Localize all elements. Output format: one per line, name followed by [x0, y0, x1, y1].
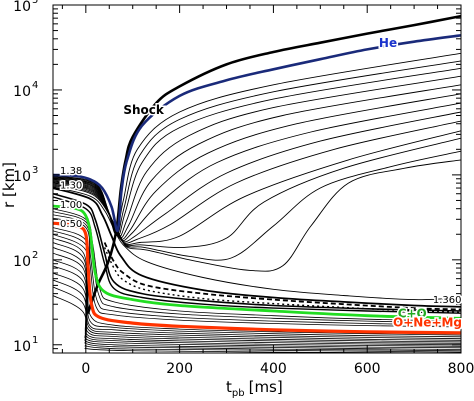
y-tick-exponent-0: 1: [32, 335, 38, 346]
series-line-expanding-3: [53, 60, 461, 236]
series-line-He-1: [53, 34, 461, 233]
annotation-halo-c-o: C+O: [398, 306, 427, 320]
annotation-halo-o-ne-mg: O+Ne+Mg: [393, 315, 462, 329]
y-tick-exponent-2: 3: [32, 165, 38, 176]
series-line-settling-23: [53, 217, 461, 328]
y-tick-label-1: 10: [13, 254, 31, 270]
mass-label-0: 1.38: [60, 166, 82, 177]
annotation-halo-shock: Shock: [123, 103, 165, 117]
y-axis-title: r [km]: [0, 162, 18, 208]
x-axis-title: tpb [ms]: [226, 378, 283, 399]
series-line-O+Ne+Mg-24: [53, 221, 461, 335]
y-tick-label-2: 10: [13, 169, 31, 185]
mass-label-3: 0.50: [60, 219, 82, 230]
series-line-shock-0: [86, 14, 461, 314]
series-line-settling-18: [53, 196, 461, 314]
curves-group: [53, 14, 461, 353]
series-line-settling-35: [53, 279, 461, 352]
series-line-settling-36: [53, 286, 461, 353]
x-axis-title-main: t: [226, 378, 232, 396]
x-tick-label-2: 400: [260, 361, 287, 377]
plot-frame: [52, 4, 462, 354]
y-tick-label-3: 10: [13, 84, 31, 100]
series-line-settling-17: [53, 192, 461, 312]
x-axis-title-subscript: pb: [232, 388, 245, 399]
series-line-settling-37: [53, 295, 461, 353]
x-tick-label-0: 0: [81, 361, 90, 377]
mass-label-1: 1.30: [60, 181, 82, 192]
series-line-expanding-11: [53, 130, 461, 246]
x-tick-label-3: 600: [354, 361, 381, 377]
series-line-C+O-19: [53, 204, 461, 320]
mass-label-halo-0: 1.38: [60, 166, 82, 177]
annotation-c-o: C+O: [398, 306, 427, 320]
annotations-group: 1.381.381.301.301.001.000.500.501.3601.3…: [59, 35, 464, 331]
y-tick-exponent-3: 4: [32, 80, 38, 91]
mass-label-halo-3: 0.50: [60, 219, 82, 230]
annotation-halo-he: He: [379, 36, 397, 50]
x-axis-title-unit: [ms]: [249, 378, 283, 396]
dashed-series-line-1: [103, 247, 461, 314]
mass-label-2: 1.00: [60, 200, 82, 211]
annotation-he: He: [379, 36, 397, 50]
y-tick-label-4: 10: [13, 0, 31, 15]
y-tick-exponent-4: 5: [32, 0, 38, 6]
y-tick-label-0: 10: [13, 339, 31, 355]
mass-label-halo-1: 1.30: [60, 181, 82, 192]
annotation-shock: Shock: [123, 103, 165, 117]
mass-label-4: 1.360: [433, 295, 462, 306]
mass-label-halo-2: 1.00: [60, 200, 82, 211]
mass-label-halo-4: 1.360: [433, 295, 462, 306]
annotation-o-ne-mg: O+Ne+Mg: [393, 315, 462, 329]
series-line-settling-16: [53, 187, 461, 308]
series-line-settling-15: [53, 186, 461, 301]
x-tick-label-4: 800: [448, 361, 474, 377]
series-line-expanding-14: [53, 159, 461, 272]
series-line-expanding-4: [53, 67, 461, 237]
series-line-settling-28: [53, 237, 461, 341]
series-line-settling-29: [53, 242, 461, 343]
y-tick-exponent-1: 2: [32, 250, 38, 261]
dashed-series-line-0: [103, 242, 461, 311]
x-tick-label-1: 200: [166, 361, 193, 377]
